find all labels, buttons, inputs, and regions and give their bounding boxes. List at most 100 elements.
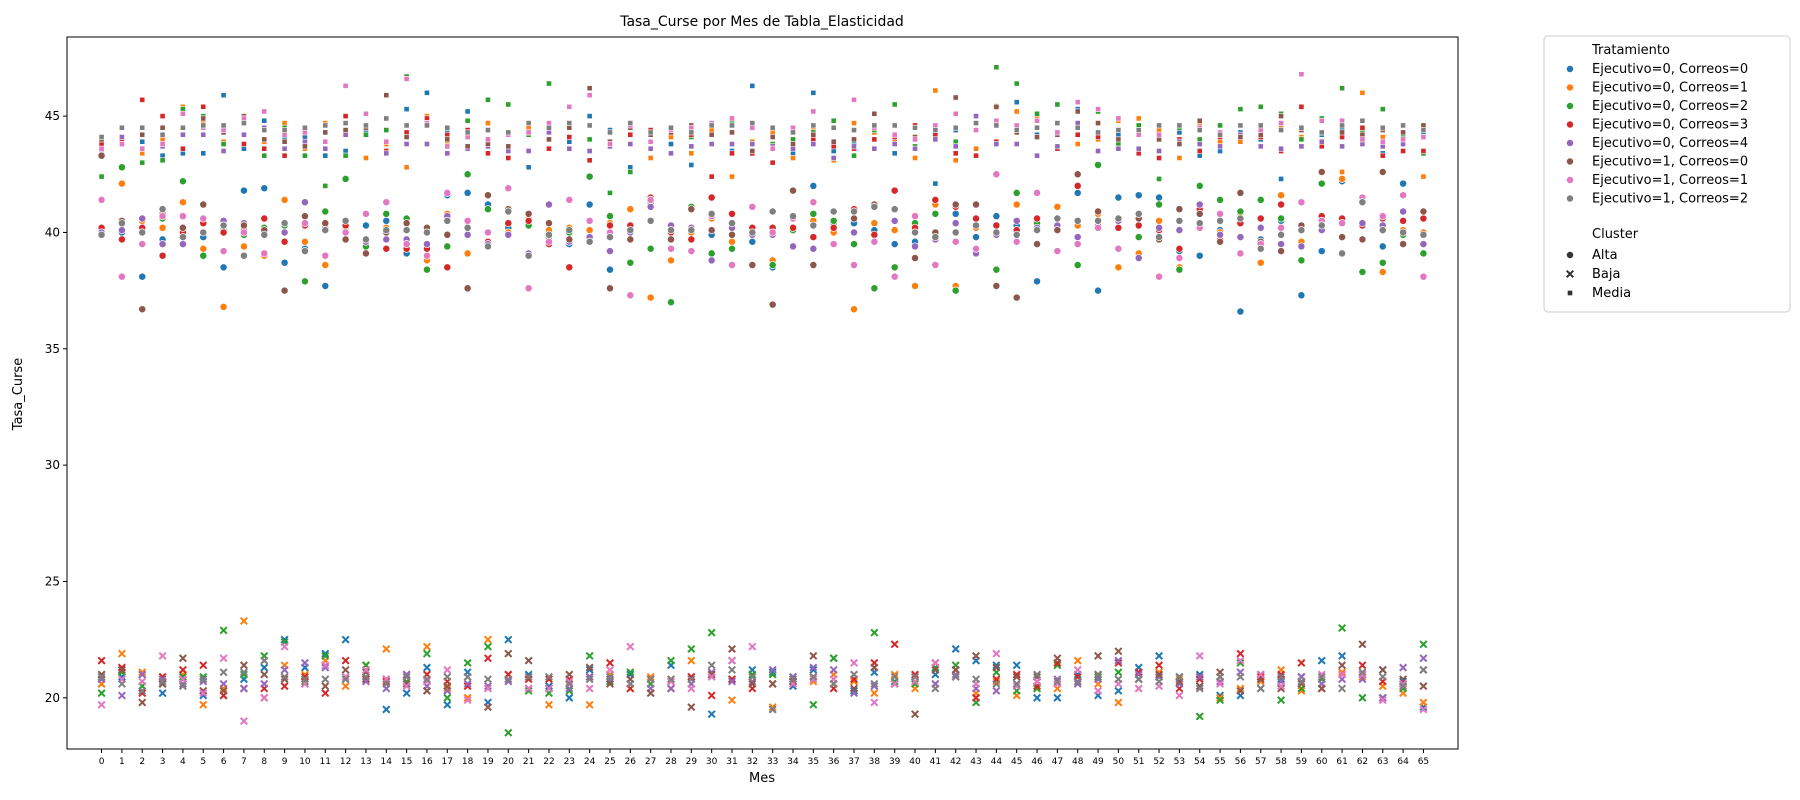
data-point	[1378, 242, 1387, 251]
data-point	[668, 141, 674, 147]
data-point	[281, 138, 288, 145]
data-point	[219, 263, 228, 272]
data-point	[1358, 235, 1367, 244]
data-point	[850, 684, 859, 693]
data-point	[422, 677, 431, 686]
data-point	[342, 120, 349, 126]
data-point	[890, 679, 899, 688]
data-point	[504, 184, 513, 193]
data-point	[424, 141, 430, 147]
data-point	[566, 145, 573, 152]
data-point	[1339, 85, 1345, 92]
data-point	[891, 131, 898, 138]
data-point	[728, 261, 736, 269]
data-point	[1156, 131, 1162, 138]
data-point	[524, 684, 533, 693]
data-point	[870, 689, 879, 698]
data-point	[463, 216, 472, 225]
data-point	[200, 122, 207, 129]
data-point	[485, 96, 491, 103]
data-point	[1399, 682, 1408, 691]
data-point	[239, 668, 248, 677]
data-point	[524, 216, 533, 225]
data-point	[524, 209, 533, 218]
data-point	[97, 689, 106, 698]
x-tick-label: 41	[930, 757, 941, 767]
data-point	[911, 242, 919, 251]
data-point	[1054, 120, 1061, 126]
data-point	[1277, 247, 1286, 256]
data-point	[1338, 219, 1347, 228]
x-tick-label: 63	[1377, 757, 1388, 767]
data-point	[200, 115, 207, 122]
data-point	[952, 94, 959, 101]
data-point	[321, 661, 330, 670]
data-point	[159, 124, 166, 131]
data-point	[992, 661, 1001, 670]
data-point	[1277, 240, 1286, 249]
data-point	[341, 656, 350, 665]
data-point	[1034, 134, 1040, 140]
data-point	[483, 635, 492, 644]
data-point	[1236, 188, 1245, 197]
data-point	[1236, 649, 1245, 658]
data-point	[565, 235, 574, 244]
data-point	[139, 124, 146, 131]
data-point	[300, 658, 309, 667]
data-point	[546, 136, 552, 143]
data-point	[200, 131, 207, 138]
data-point	[1358, 668, 1367, 677]
data-point	[423, 251, 431, 260]
data-point	[463, 679, 472, 688]
data-point	[1073, 261, 1082, 269]
data-point	[424, 89, 430, 96]
x-tick-label: 51	[1133, 757, 1144, 767]
data-point	[504, 207, 513, 216]
data-point	[443, 242, 452, 251]
data-point	[1114, 223, 1123, 232]
data-point	[342, 82, 349, 89]
data-point	[911, 228, 919, 237]
data-point	[1074, 131, 1081, 138]
data-point	[1195, 672, 1204, 681]
data-point	[219, 247, 228, 256]
x-tick-label: 56	[1235, 757, 1247, 767]
data-point	[321, 649, 330, 658]
data-point	[361, 675, 370, 684]
data-point	[768, 300, 777, 309]
data-point	[1012, 230, 1021, 239]
data-point	[300, 672, 309, 681]
data-point	[1094, 286, 1102, 295]
data-point	[463, 249, 472, 258]
data-point	[261, 127, 268, 133]
data-point	[585, 200, 594, 209]
legend-marker	[1566, 157, 1574, 166]
data-point	[505, 143, 512, 150]
data-point	[178, 177, 187, 186]
data-point	[403, 134, 410, 140]
data-point	[566, 120, 573, 126]
data-point	[687, 644, 696, 653]
data-point	[239, 670, 248, 679]
data-point	[444, 124, 451, 131]
data-point	[870, 219, 879, 228]
data-point	[1175, 265, 1184, 274]
x-tick-label: 55	[1214, 757, 1225, 767]
data-point	[220, 148, 227, 154]
data-point	[1237, 122, 1244, 129]
data-point	[1196, 127, 1203, 133]
data-point	[727, 656, 737, 665]
data-point	[626, 679, 635, 688]
data-point	[668, 124, 674, 131]
x-tick-label: 49	[1092, 757, 1104, 767]
data-point	[300, 675, 309, 684]
data-point	[383, 115, 390, 122]
data-point	[1095, 129, 1101, 136]
data-point	[1297, 198, 1306, 207]
x-tick-label: 62	[1357, 757, 1368, 767]
data-point	[97, 151, 106, 160]
data-point	[1278, 176, 1284, 182]
data-point	[606, 212, 614, 221]
data-point	[1317, 168, 1326, 176]
data-point	[993, 103, 1000, 110]
